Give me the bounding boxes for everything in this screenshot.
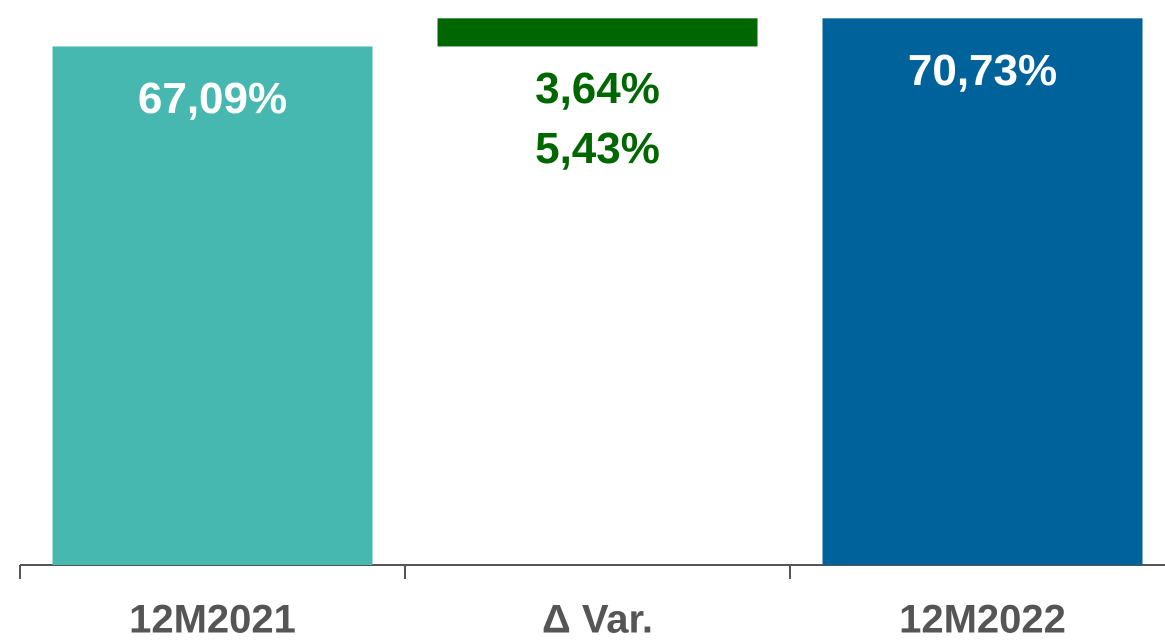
value-label: 70,73% xyxy=(908,46,1057,95)
x-tick-label: 12M2021 xyxy=(129,598,296,639)
annotation: 5,43% xyxy=(535,124,660,173)
value-label: 67,09% xyxy=(138,74,287,123)
bar xyxy=(52,46,373,566)
x-tick-label: 12M2022 xyxy=(899,598,1066,639)
bar xyxy=(437,18,758,47)
value-label: 3,64% xyxy=(535,64,660,113)
x-tick-label: Δ Var. xyxy=(542,598,653,639)
bar xyxy=(822,18,1143,566)
